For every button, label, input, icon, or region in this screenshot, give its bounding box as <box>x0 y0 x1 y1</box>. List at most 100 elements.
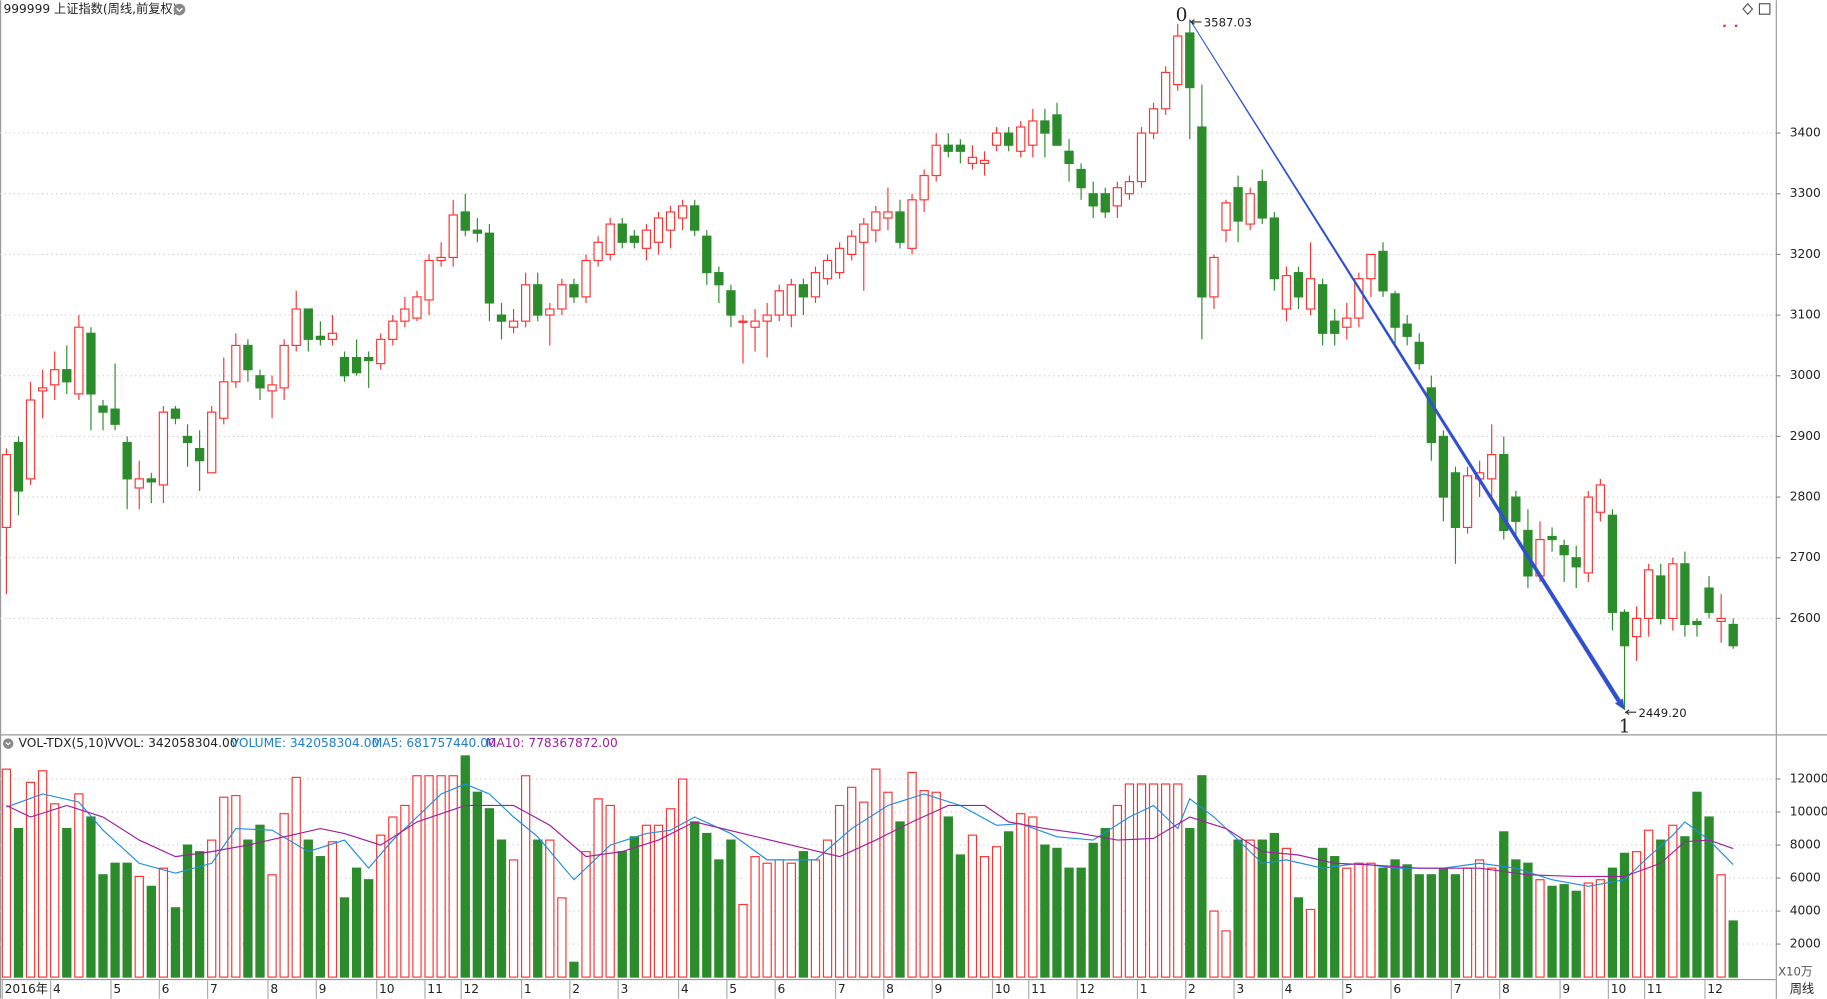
volume-bar <box>412 775 422 978</box>
candle-body <box>593 241 603 262</box>
candle-body <box>376 338 386 365</box>
candle-body <box>581 259 591 298</box>
volume-bar <box>1619 852 1630 978</box>
y-tick-label: 2600 <box>1790 611 1821 625</box>
volume-bar <box>74 793 84 978</box>
x-tick-label: 9 <box>1562 982 1570 996</box>
candle-body <box>1305 278 1316 310</box>
volume-bar <box>967 834 978 978</box>
indicator-menu-icon[interactable] <box>2 738 14 749</box>
candle-body <box>279 344 289 389</box>
volume-bar <box>545 839 555 978</box>
volume-bar <box>1426 874 1436 978</box>
candle-body <box>1100 193 1110 213</box>
candle-body <box>1221 202 1231 231</box>
unit-label: X10万 <box>1778 964 1812 978</box>
candle-body <box>1402 323 1412 337</box>
window-icon[interactable] <box>1758 3 1771 15</box>
volume-bar <box>1595 879 1606 978</box>
candle-body <box>1004 132 1014 146</box>
candle-body <box>1281 275 1292 310</box>
volume-bar <box>1197 775 1207 978</box>
volume-bar <box>1656 839 1666 978</box>
candle-body <box>25 399 36 480</box>
candle-body <box>557 284 567 310</box>
volume-bar <box>1112 804 1123 978</box>
x-tick-label: 4 <box>681 982 689 996</box>
annotation-pointer <box>1189 19 1195 25</box>
volume-bar <box>1317 847 1328 978</box>
volume-bar <box>677 778 688 978</box>
volume-bar <box>267 874 277 978</box>
y-tick-label: 2800 <box>1790 490 1821 504</box>
volume-bar <box>1088 842 1098 978</box>
candle-body <box>315 335 326 340</box>
volume-bar <box>1173 783 1183 978</box>
ma-line <box>6 804 1734 878</box>
candle-body <box>1016 126 1026 152</box>
volume-bar <box>231 794 241 978</box>
annotation-value: 2449.20 <box>1639 706 1687 720</box>
candle-body <box>1366 253 1376 280</box>
x-tick-label: 11 <box>1647 982 1663 996</box>
volume-bar <box>400 804 410 978</box>
volume-bar <box>1644 829 1654 978</box>
volume-bar <box>436 775 446 978</box>
volume-bar <box>1160 783 1171 978</box>
candle-body <box>991 132 1002 146</box>
x-tick-label: 12 <box>464 982 480 996</box>
candle-body <box>1052 114 1062 146</box>
y-tick-label: 2900 <box>1790 429 1821 443</box>
volume-bar <box>569 961 579 978</box>
x-tick-label: 6 <box>162 982 170 996</box>
y-tick-label: 3200 <box>1790 247 1821 261</box>
volume-bar <box>1052 847 1062 978</box>
candle-body <box>605 223 615 255</box>
x-tick-label: 8 <box>1502 982 1510 996</box>
candle-body <box>919 174 929 201</box>
candle-body <box>1064 150 1074 164</box>
candle-body <box>1644 569 1654 619</box>
volume-bar <box>146 885 156 978</box>
y-tick-label: 2000 <box>1790 937 1821 951</box>
indicator-dot <box>1723 24 1726 28</box>
volume-bar <box>1305 908 1316 978</box>
x-tick-label: 7 <box>838 982 846 996</box>
volume-bar <box>1293 897 1304 978</box>
candle-body <box>545 308 555 316</box>
candle-body <box>1595 484 1606 513</box>
candle-body <box>1559 545 1569 556</box>
volume-bar <box>1076 867 1086 978</box>
volume-bar <box>448 775 458 978</box>
volume-bar <box>1631 851 1642 978</box>
candle-body <box>1571 557 1581 568</box>
volume-bar <box>207 839 217 978</box>
x-tick-label: 11 <box>1031 982 1047 996</box>
volume-bar <box>243 839 253 978</box>
volume-bar <box>13 827 24 978</box>
volume-bar <box>1028 816 1038 978</box>
volume-bar <box>883 791 893 978</box>
volume-bar <box>629 836 639 978</box>
candle-body <box>1076 168 1086 189</box>
draw-tool-icon[interactable] <box>1742 2 1754 16</box>
period-label[interactable]: 周线 <box>1790 982 1814 996</box>
candle-body <box>907 199 917 249</box>
title-menu-icon[interactable] <box>173 3 186 16</box>
candle-body <box>1583 496 1593 574</box>
annotation-label: 0 <box>1176 5 1188 26</box>
candle-body <box>665 211 676 231</box>
volume-bar <box>1728 920 1738 978</box>
candle-body <box>1293 272 1304 298</box>
volume-bar <box>1136 783 1147 978</box>
candle-body <box>1692 620 1702 626</box>
volume-bar <box>1378 867 1388 978</box>
volume-bar <box>472 791 483 978</box>
volume-bar <box>605 804 615 978</box>
candle-body <box>158 411 169 486</box>
x-tick-label: 7 <box>1454 982 1462 996</box>
x-tick-label: 10 <box>995 982 1011 996</box>
x-tick-label: 6 <box>1393 982 1401 996</box>
candle-body <box>641 229 652 249</box>
x-tick-label: 12 <box>1079 982 1095 996</box>
